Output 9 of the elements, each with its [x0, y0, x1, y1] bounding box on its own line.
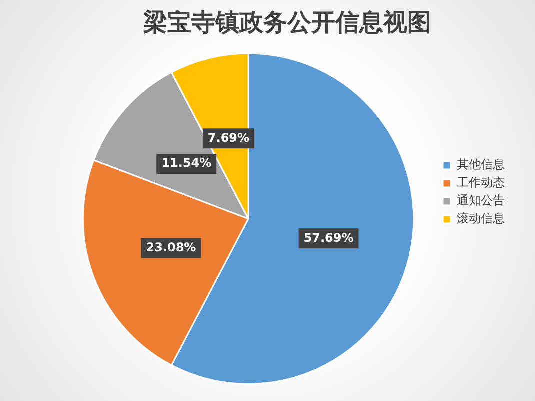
legend-label: 工作动态 — [457, 176, 505, 190]
data-label: 11.54% — [162, 156, 212, 170]
data-label: 7.69% — [208, 130, 250, 145]
legend-label: 滚动信息 — [457, 212, 505, 226]
chart-title: 梁宝寺镇政务公开信息视图 — [142, 8, 432, 37]
legend-label: 通知公告 — [457, 194, 505, 208]
legend-label: 其他信息 — [457, 158, 505, 172]
data-label: 23.08% — [146, 240, 196, 254]
data-label: 57.69% — [304, 230, 354, 245]
